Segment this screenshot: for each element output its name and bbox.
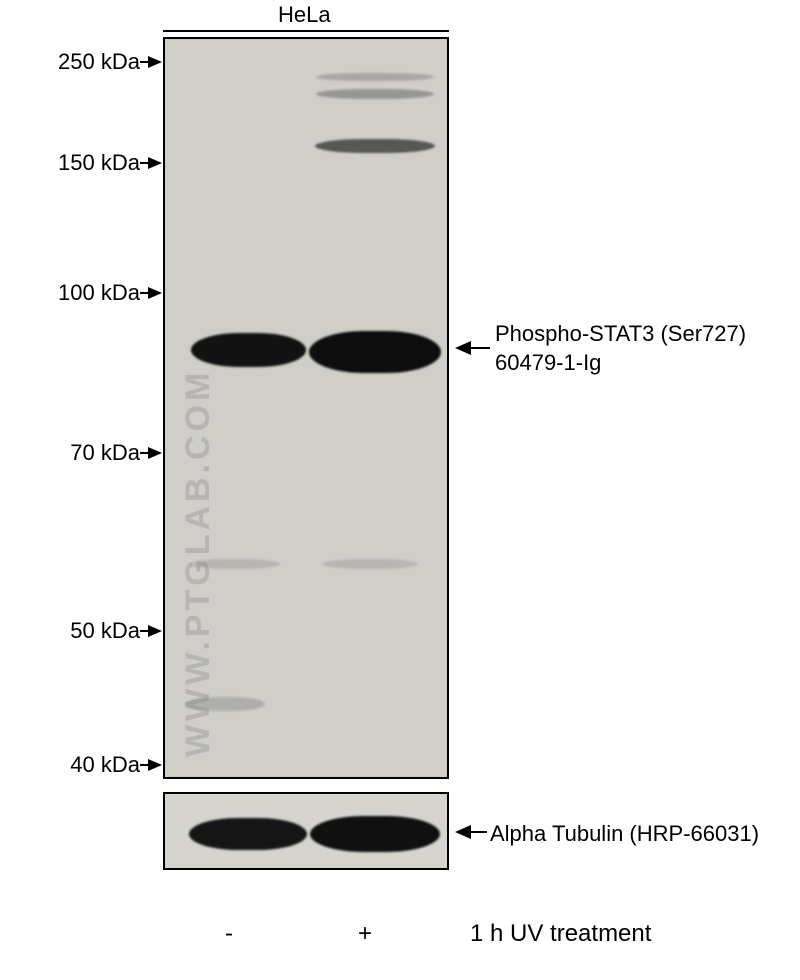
mw-marker-text-4: 50 kDa — [70, 618, 140, 644]
annotation-arrow-line — [469, 831, 487, 833]
loading-control-blot — [163, 792, 449, 870]
lane-treatment-symbol: - — [225, 920, 233, 948]
mw-marker-0: 250 kDa — [20, 49, 140, 75]
sample-header-label: HeLa — [278, 2, 331, 28]
loading-control-label: Alpha Tubulin (HRP-66031) — [490, 820, 759, 849]
treatment-description: 1 h UV treatment — [470, 920, 651, 948]
main-blot-band — [185, 697, 265, 711]
mw-marker-text-5: 40 kDa — [70, 752, 140, 778]
lane-treatment-symbol: + — [358, 920, 372, 948]
main-blot-band — [315, 139, 435, 153]
mw-marker-text-1: 150 kDa — [58, 150, 140, 176]
mw-marker-text-3: 70 kDa — [70, 440, 140, 466]
mw-marker-3: 70 kDa — [20, 440, 140, 466]
main-blot-band — [190, 559, 280, 569]
main-blot: WWW.PTGLAB.COM — [163, 37, 449, 779]
mw-marker-2: 100 kDa — [20, 280, 140, 306]
mw-marker-4: 50 kDa — [20, 618, 140, 644]
mw-marker-5: 40 kDa — [20, 752, 140, 778]
target-protein-label: Phospho-STAT3 (Ser727)60479-1-Ig — [495, 320, 746, 377]
main-blot-band — [323, 559, 418, 569]
main-blot-band — [316, 73, 434, 81]
figure-container: HeLa 250 kDa 150 kDa 100 kDa 70 kDa 50 k… — [0, 0, 800, 980]
mw-marker-text-0: 250 kDa — [58, 49, 140, 75]
main-blot-band — [316, 89, 434, 99]
loading-blot-band — [310, 816, 440, 852]
main-blot-band — [309, 331, 441, 373]
mw-marker-1: 150 kDa — [20, 150, 140, 176]
main-blot-band — [191, 333, 306, 367]
loading-blot-band — [189, 818, 307, 850]
annotation-arrow-line — [469, 347, 490, 349]
sample-header-line — [163, 30, 449, 32]
mw-marker-text-2: 100 kDa — [58, 280, 140, 306]
